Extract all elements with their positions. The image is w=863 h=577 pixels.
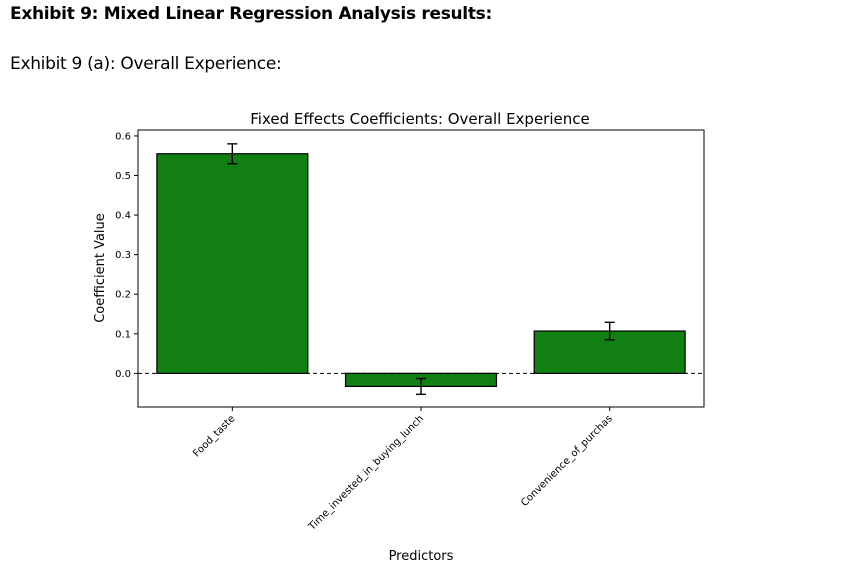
exhibit-heading: Exhibit 9: Mixed Linear Regression Analy… — [10, 4, 492, 24]
x-axis-label: Predictors — [389, 549, 454, 564]
y-tick-label: 0.2 — [115, 290, 131, 301]
y-axis-label: Coefficient Value — [93, 213, 108, 323]
y-tick-label: 0.4 — [115, 211, 131, 222]
x-tick-label: Time_invested_in_buying_lunch — [306, 413, 426, 533]
x-tick-label: Food_taste — [191, 413, 237, 459]
plot-area: Food_taste Time_invested_in_buying_lunch C… — [115, 129, 705, 533]
y-tick-label: 0.0 — [115, 369, 131, 380]
bar — [156, 153, 309, 374]
y-tick-label: 0.1 — [115, 329, 131, 340]
y-tick-label: 0.5 — [115, 171, 131, 182]
chart-title: Fixed Effects Coefficients: Overall Expe… — [250, 110, 589, 128]
y-tick-label: 0.3 — [115, 250, 131, 261]
axes-frame — [137, 129, 705, 408]
y-tick-label: 0.6 — [115, 131, 131, 142]
x-tick-label: Convenience_of_purchas — [519, 413, 615, 509]
exhibit-subheading: Exhibit 9 (a): Overall Experience: — [10, 54, 282, 74]
